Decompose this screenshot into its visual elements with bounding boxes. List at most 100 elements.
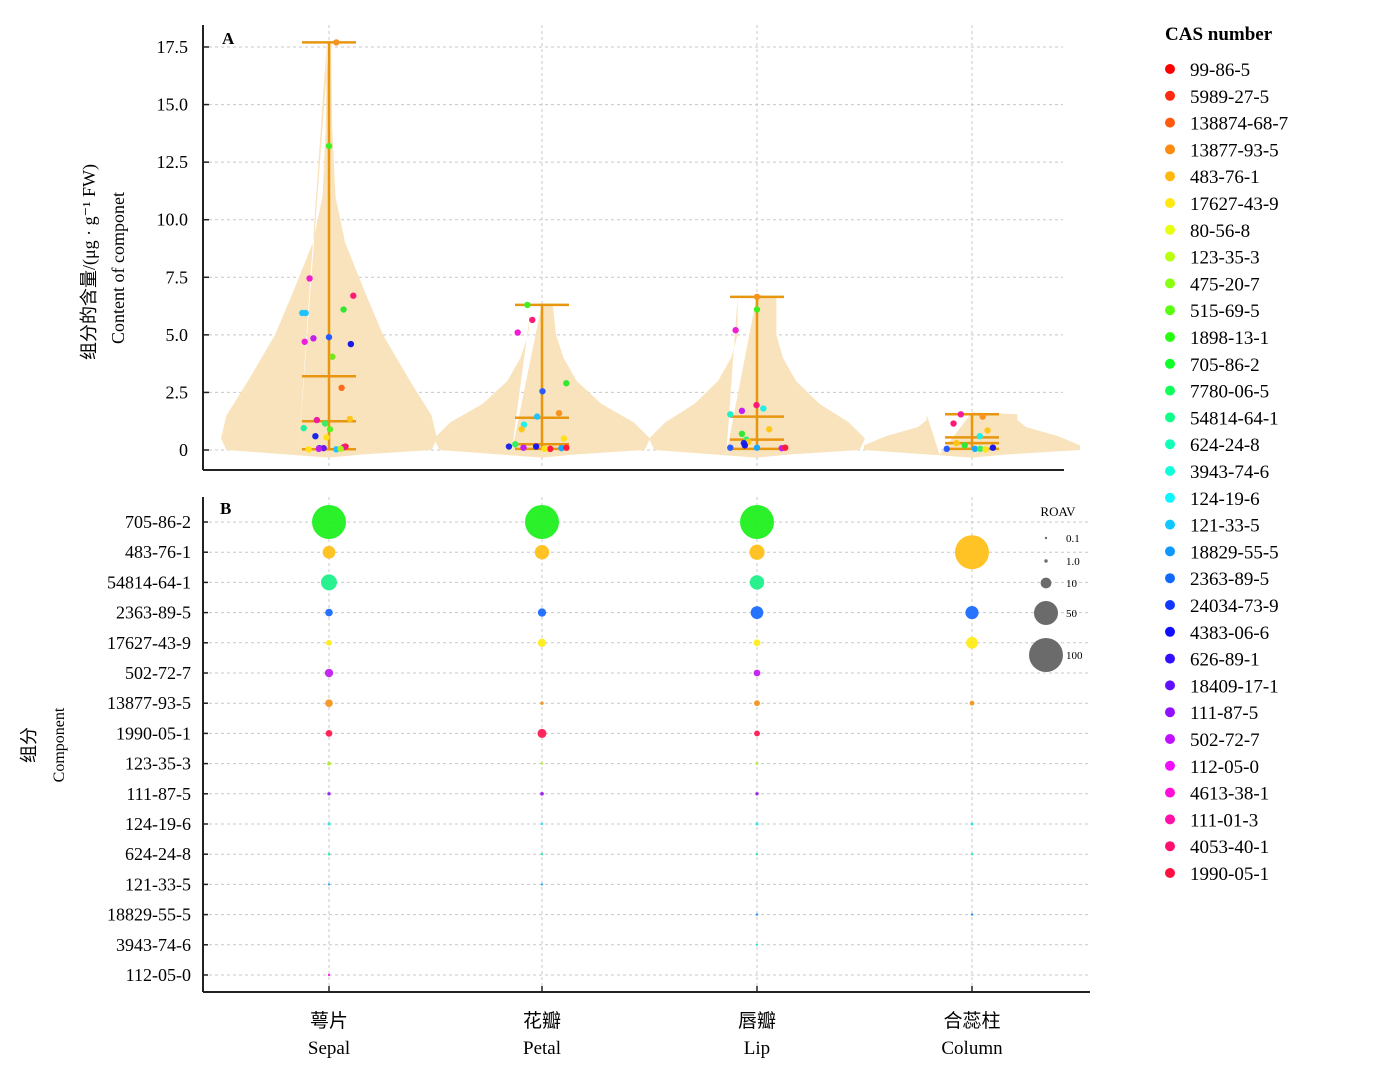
bubble-column — [965, 606, 979, 620]
data-point-column — [979, 413, 986, 420]
data-point-petal — [555, 409, 563, 417]
legend-label: 111-87-5 — [1190, 703, 1258, 724]
legend-label: 7780-06-5 — [1190, 382, 1269, 403]
bubble-sepal — [327, 761, 331, 766]
legend-marker — [1165, 144, 1175, 155]
data-point-sepal — [346, 415, 354, 423]
data-point-lip — [738, 430, 746, 438]
legend-marker — [1165, 546, 1175, 557]
legend-label: 705-86-2 — [1190, 355, 1260, 376]
legend-label: 483-76-1 — [1190, 167, 1260, 188]
legend-label: 18409-17-1 — [1190, 676, 1279, 697]
panel-a-violin-plot: 0 2.5 5.0 7.5 10.0 12.5 15.0 17.5 A 组分的含量/(μg ·… — [79, 25, 1080, 471]
roav-legend-bubble — [1044, 536, 1048, 540]
bubble-lip — [749, 575, 765, 590]
roav-legend-title: ROAV — [1040, 504, 1076, 519]
bubble-lip — [755, 913, 759, 916]
data-point-lip — [753, 306, 761, 313]
legend-label: 13877-93-5 — [1190, 140, 1279, 161]
data-point-sepal — [306, 275, 313, 282]
x-axis-labels: 萼片 Sepal 花瓣 Petal 唇瓣 Lip 合蕊柱 Column — [308, 1010, 1003, 1059]
data-point-lip — [765, 426, 773, 433]
legend-marker — [1165, 760, 1175, 771]
data-point-sepal — [326, 426, 334, 433]
panel-b-ytick-label: 624-24-8 — [125, 844, 191, 864]
bubble-sepal — [325, 699, 333, 708]
bubble-column — [955, 535, 989, 570]
panel-b-ylabel-cn: 组分 — [19, 727, 39, 763]
panel-a-ytick-label: 2.5 — [166, 382, 189, 402]
panel-a-ytick-label: 5.0 — [166, 325, 189, 345]
data-point-lip — [753, 293, 761, 301]
panel-b-x-ticks — [328, 986, 973, 992]
legend-marker — [1165, 841, 1175, 852]
data-point-petal — [541, 445, 548, 453]
legend-label: 111-01-3 — [1190, 810, 1258, 831]
legend-label: 515-69-5 — [1190, 301, 1260, 322]
bubble-column — [966, 636, 978, 649]
data-point-sepal — [315, 445, 322, 453]
legend-marker — [1165, 385, 1175, 396]
legend-label: 475-20-7 — [1190, 274, 1260, 295]
data-point-sepal — [325, 333, 333, 341]
data-point-sepal — [347, 340, 355, 348]
bubble-sepal — [327, 792, 331, 796]
bubble-sepal — [324, 668, 334, 678]
panel-a-ylabel-en: Content of componet — [108, 192, 128, 344]
panel-a-ytick-label: 17.5 — [157, 37, 189, 57]
panel-b-gridlines — [203, 497, 1090, 992]
legend-marker — [1165, 305, 1175, 316]
data-point-column — [953, 439, 960, 447]
x-label-en: Lip — [744, 1038, 770, 1059]
bubble-sepal — [325, 608, 333, 617]
bubble-lip — [753, 639, 761, 647]
legend-marker — [1165, 787, 1175, 798]
legend-marker — [1165, 412, 1175, 423]
panel-b-axes — [202, 497, 1090, 993]
bubble-petal — [537, 728, 547, 738]
legend-label: 17627-43-9 — [1190, 194, 1279, 215]
bubble-column — [969, 700, 975, 706]
bubble-sepal — [327, 852, 331, 856]
roav-legend-bubble — [1044, 559, 1048, 563]
roav-legend-label: 1.0 — [1066, 556, 1080, 568]
data-point-column — [943, 445, 950, 453]
data-point-petal — [560, 435, 568, 442]
data-point-petal — [558, 444, 565, 452]
legend-marker — [1165, 734, 1175, 744]
data-point-sepal — [320, 444, 327, 452]
legend-marker — [1165, 64, 1175, 74]
data-point-sepal — [302, 309, 309, 317]
legend-label: 99-86-5 — [1190, 60, 1250, 81]
data-point-sepal — [350, 292, 357, 299]
legend-marker — [1165, 626, 1175, 637]
bubble-lip — [753, 669, 761, 677]
legend-label: 4053-40-1 — [1190, 837, 1269, 858]
panel-a-violins — [221, 40, 1080, 458]
data-point-sepal — [329, 353, 336, 360]
data-point-sepal — [325, 142, 333, 150]
legend-label: 54814-64-1 — [1190, 408, 1279, 429]
roav-legend-bubble — [1029, 638, 1063, 672]
data-point-petal — [524, 301, 531, 309]
legend-marker — [1165, 653, 1175, 664]
x-label-en: Column — [941, 1038, 1003, 1059]
panel-b-ytick-label: 13877-93-5 — [107, 693, 191, 713]
roav-legend-bubble — [1033, 600, 1059, 626]
panel-a-ytick-label: 10.0 — [157, 210, 189, 230]
x-label-cn: 花瓣 — [523, 1010, 561, 1032]
data-point-petal — [529, 316, 536, 324]
panel-a-ytick-label: 0 — [179, 440, 188, 460]
legend-marker — [1165, 680, 1175, 691]
data-point-column — [989, 444, 997, 451]
panel-b-bubbles — [312, 505, 989, 977]
data-point-sepal — [338, 384, 345, 392]
data-point-petal — [563, 444, 570, 451]
data-point-sepal — [301, 338, 308, 345]
bubble-lip — [755, 762, 759, 765]
data-point-sepal — [340, 306, 347, 313]
x-label-en: Petal — [523, 1038, 561, 1059]
legend-label: 4613-38-1 — [1190, 784, 1269, 805]
legend-marker — [1165, 332, 1175, 342]
